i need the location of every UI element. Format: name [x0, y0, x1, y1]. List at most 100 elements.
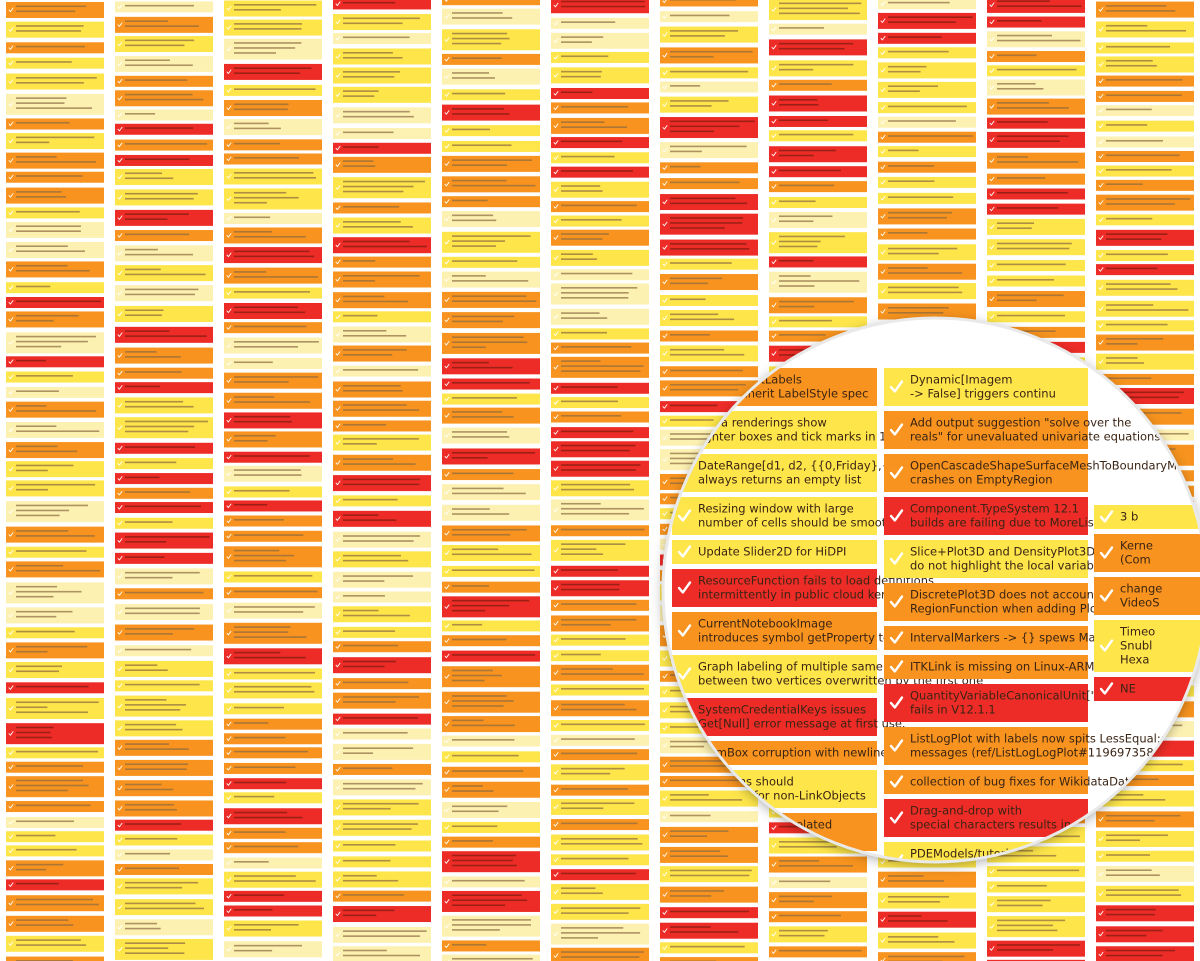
bg-card-text [670, 745, 705, 748]
bg-card-box [660, 922, 758, 939]
bg-card-box [224, 168, 322, 185]
bg-card [224, 84, 322, 96]
bg-card-text [779, 119, 829, 122]
checkmark [662, 892, 668, 897]
bg-card-text [16, 45, 85, 48]
bg-card-text [1106, 217, 1153, 220]
checkmark [444, 396, 450, 402]
bg-card-text [234, 42, 302, 44]
bg-card-text [16, 141, 50, 144]
bg-card-text [234, 455, 310, 457]
bg-card [224, 247, 322, 264]
bg-card [224, 871, 322, 888]
bg-card-text [452, 144, 512, 147]
bg-card-text [452, 341, 528, 344]
bg-card [878, 62, 976, 79]
checkmark [553, 204, 559, 209]
checkmark [771, 7, 777, 12]
bg-card-text [16, 210, 80, 213]
bg-card-text [452, 805, 508, 808]
bug-card: 3 b [1094, 505, 1200, 529]
bug-card-text: Get[Null] error message at first use. [698, 717, 906, 731]
bg-card [660, 11, 758, 23]
checkmark [117, 290, 123, 296]
bg-card-box [660, 310, 758, 327]
checkmark [889, 775, 904, 788]
checkmark [662, 279, 668, 285]
checkmark [444, 638, 450, 643]
bg-card [6, 401, 104, 418]
bg-card [6, 526, 104, 543]
bg-card-box [6, 747, 104, 759]
bg-card-text [125, 743, 170, 745]
bg-card-text [125, 683, 200, 686]
bg-card-box [333, 381, 431, 398]
bg-card-box [442, 140, 540, 152]
bg-card-box [115, 36, 213, 53]
checkmark [771, 302, 777, 308]
bg-card-box [551, 539, 649, 561]
bg-card [442, 836, 540, 848]
checkmark [335, 537, 341, 542]
checkmark [8, 834, 14, 839]
checkmark [1099, 639, 1114, 652]
checkmark [444, 144, 450, 149]
bg-card-text [1106, 24, 1148, 27]
bg-card-text [16, 665, 62, 668]
bg-card-box [6, 21, 104, 38]
bg-card [6, 627, 104, 639]
bg-card [115, 397, 213, 414]
bg-card-box [333, 728, 431, 740]
bg-card-text [670, 243, 747, 245]
bg-card-text [779, 841, 833, 843]
bg-card-box [333, 311, 431, 323]
bg-card [6, 282, 104, 294]
checkmark [226, 378, 232, 383]
bg-card [333, 626, 431, 638]
checkmark [553, 752, 559, 757]
bg-card [115, 16, 213, 33]
checkmark [662, 181, 668, 186]
bg-card-text [452, 585, 490, 587]
bg-card-text [452, 513, 510, 515]
checkmark [553, 235, 559, 240]
checkmark [226, 325, 232, 330]
bg-card-text [16, 898, 94, 901]
checkmark [771, 333, 777, 339]
bg-card-text [561, 449, 630, 452]
bg-card-text [234, 325, 307, 328]
checkmark [335, 611, 341, 617]
bg-card [769, 297, 867, 314]
bg-card-text [1106, 124, 1148, 126]
bg-card-box [1096, 760, 1194, 772]
bg-card [660, 0, 758, 7]
bg-card-text [452, 548, 499, 551]
bg-card [442, 155, 540, 172]
bg-card-box [115, 863, 213, 875]
checkmark [117, 233, 123, 238]
bg-card-box [224, 587, 322, 599]
bg-card [224, 212, 322, 224]
bg-card-box [115, 532, 213, 549]
bg-card-box [551, 784, 649, 796]
bg-card-box [660, 866, 758, 883]
bg-card-box [442, 716, 540, 733]
bg-card-box [224, 500, 322, 512]
bg-card-box [442, 666, 540, 688]
bg-card [551, 599, 649, 611]
bg-card-box [442, 766, 540, 778]
bg-card-text [561, 360, 601, 362]
bg-card-text [561, 0, 645, 3]
checkmark [444, 754, 450, 759]
bg-card [878, 208, 976, 225]
checkmark [335, 406, 341, 411]
bg-card-text [779, 860, 820, 862]
bg-card-text [343, 478, 421, 481]
bg-card-box [878, 12, 976, 29]
bg-card-text [670, 895, 712, 897]
checkmark [8, 804, 14, 809]
bg-card [6, 93, 104, 115]
bg-card-box [6, 501, 104, 523]
bg-card [551, 427, 649, 439]
